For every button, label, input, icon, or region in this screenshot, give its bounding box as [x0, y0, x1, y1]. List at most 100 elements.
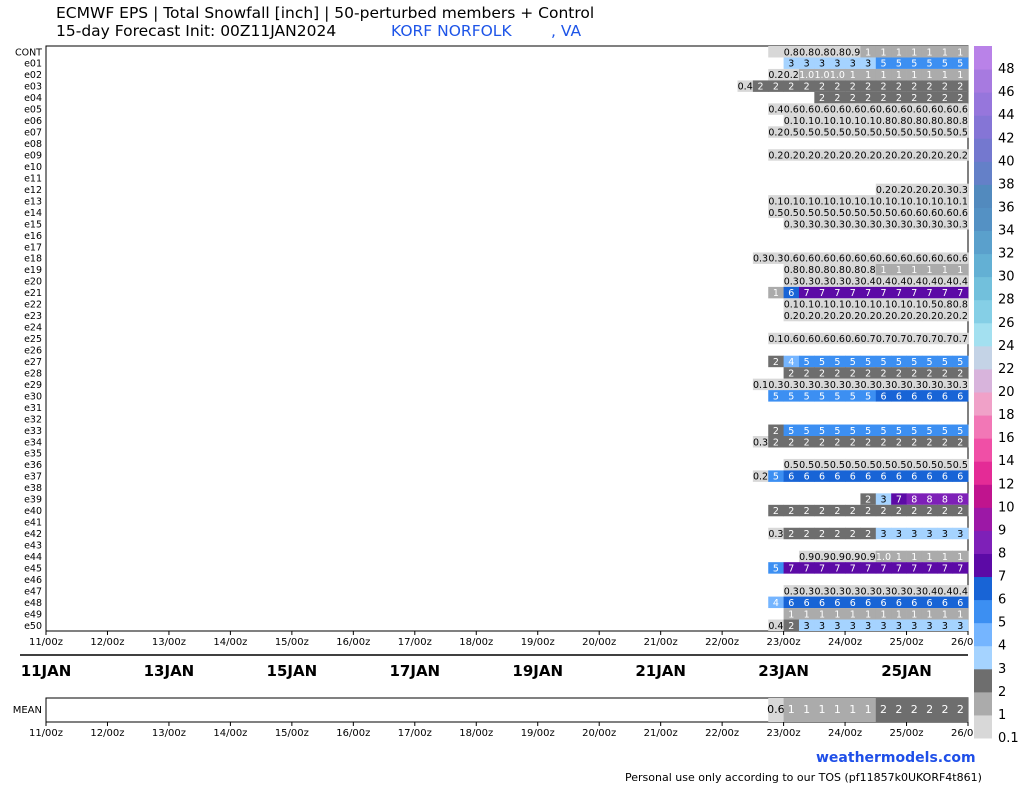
cell-value-e44-5: 1.0 — [876, 552, 891, 563]
cell-value-e23-2: 0.2 — [814, 311, 829, 322]
cell-e18-2 — [783, 252, 800, 264]
cell-value-e44-4: 0.9 — [861, 552, 876, 563]
cell-value-e21-0: 1 — [773, 288, 779, 299]
cell-e18-11 — [921, 252, 938, 264]
cell-value-e19-2: 0.8 — [814, 265, 829, 276]
cell-e05-11 — [937, 103, 954, 115]
cell-value-e48-6: 6 — [865, 598, 871, 609]
cell-e18-7 — [860, 252, 877, 264]
cell-e25-0 — [768, 332, 784, 345]
cell-value-e44-6: 1 — [896, 552, 902, 563]
cell-value-e36-10: 0.5 — [937, 460, 952, 471]
cell-e33-11 — [937, 424, 954, 436]
cell-e25-2 — [798, 332, 815, 345]
cell-e28-7 — [891, 367, 907, 379]
cell-e18-3 — [798, 252, 815, 264]
cell-value-e03-5: 2 — [819, 82, 825, 93]
cell-e48-3 — [814, 596, 831, 609]
cell-e15-7 — [891, 218, 907, 230]
row-label-e23: e23 — [24, 311, 42, 322]
legend-swatch-25 — [974, 138, 992, 162]
cell-e34-9 — [891, 436, 907, 448]
cell-value-e14-8: 0.6 — [891, 208, 906, 219]
cell-e15-4 — [845, 218, 861, 230]
cell-e42-2 — [798, 527, 815, 540]
cell-e03-11 — [906, 80, 923, 92]
cell-value-e19-7: 1 — [896, 265, 902, 276]
cell-e13-12 — [952, 195, 969, 207]
cell-value-e48-4: 6 — [834, 598, 840, 609]
cell-CONT-4 — [829, 46, 846, 58]
cell-e14-3 — [814, 206, 831, 219]
cell-e50-9 — [906, 619, 923, 631]
cell-value-e01-10: 5 — [942, 59, 948, 70]
cell-value-e44-9: 1 — [942, 552, 948, 563]
cell-e14-9 — [906, 206, 923, 219]
cell-value-e25-10: 0.7 — [922, 334, 937, 345]
row-label-e05: e05 — [24, 105, 42, 116]
cell-value-e50-6: 3 — [865, 621, 871, 632]
row-label-e37: e37 — [24, 472, 42, 483]
legend-swatch-15 — [974, 368, 992, 393]
cell-value-e30-6: 5 — [865, 391, 871, 402]
cell-e27-6 — [860, 355, 877, 368]
cell-e06-8 — [906, 114, 923, 127]
row-label-e16: e16 — [24, 231, 42, 242]
cell-value-e02-0: 0.2 — [768, 70, 783, 81]
cell-e19-7 — [891, 263, 907, 276]
cell-value-e34-11: 2 — [927, 437, 933, 448]
cell-value-e20-8: 0.4 — [907, 277, 922, 288]
legend-swatch-3 — [974, 645, 992, 670]
mean-tick-label-3: 14/00z — [213, 728, 247, 739]
cell-e45-11 — [937, 562, 954, 574]
cell-value-e45-8: 7 — [896, 563, 902, 574]
legend-swatch-1 — [974, 691, 992, 716]
brand-link[interactable]: weathermodels.com — [816, 750, 976, 766]
mean-value-8: 2 — [895, 703, 902, 716]
cell-e06-0 — [783, 114, 800, 127]
cell-e14-2 — [798, 206, 815, 219]
cell-CONT-9 — [906, 46, 923, 58]
cell-e36-4 — [845, 458, 861, 471]
cell-value-e02-8: 1 — [896, 70, 902, 81]
cell-e47-6 — [875, 585, 892, 597]
cell-value-e20-7: 0.4 — [891, 277, 906, 288]
cell-e02-0 — [768, 68, 784, 81]
cell-e37-9 — [891, 470, 907, 482]
cell-e22-2 — [814, 298, 831, 310]
cell-e02-8 — [891, 68, 907, 81]
cell-value-e25-8: 0.7 — [891, 334, 906, 345]
row-label-e07: e07 — [24, 128, 42, 139]
cell-e48-6 — [860, 596, 877, 609]
cell-value-e06-8: 0.8 — [907, 116, 922, 127]
cell-value-e18-8: 0.6 — [876, 254, 891, 265]
legend-swatch-22 — [974, 207, 992, 232]
cell-value-e15-10: 0.3 — [937, 219, 952, 230]
cell-value-e29-1: 0.3 — [768, 380, 783, 391]
cell-value-e02-6: 1 — [865, 70, 871, 81]
cell-e48-7 — [875, 596, 892, 609]
cell-e21-4 — [829, 286, 846, 299]
cell-value-e39-2: 7 — [896, 495, 902, 506]
cell-e02-9 — [906, 68, 923, 81]
row-label-e48: e48 — [24, 598, 42, 609]
row-label-e28: e28 — [24, 368, 42, 379]
row-label-e11: e11 — [24, 173, 42, 184]
legend-level-7: 7 — [998, 570, 1006, 585]
cell-value-e07-2: 0.5 — [799, 128, 814, 139]
cell-value-e20-4: 0.3 — [845, 277, 860, 288]
date-label-6: 23JAN — [758, 662, 809, 680]
row-label-e39: e39 — [24, 495, 42, 506]
cell-value-e25-0: 0.1 — [768, 334, 783, 345]
cell-value-e25-1: 0.6 — [784, 334, 799, 345]
cell-value-e34-2: 2 — [788, 437, 794, 448]
cell-e03-12 — [921, 80, 938, 92]
cell-e45-6 — [860, 562, 877, 574]
cell-e50-3 — [814, 619, 831, 631]
cell-value-e28-2: 2 — [819, 368, 825, 379]
cell-value-e15-1: 0.3 — [799, 219, 814, 230]
cell-e30-2 — [798, 390, 815, 402]
cell-e25-3 — [814, 332, 831, 345]
legend-level-26: 42 — [998, 131, 1015, 146]
mean-tick-label-2: 13/00z — [152, 728, 186, 739]
